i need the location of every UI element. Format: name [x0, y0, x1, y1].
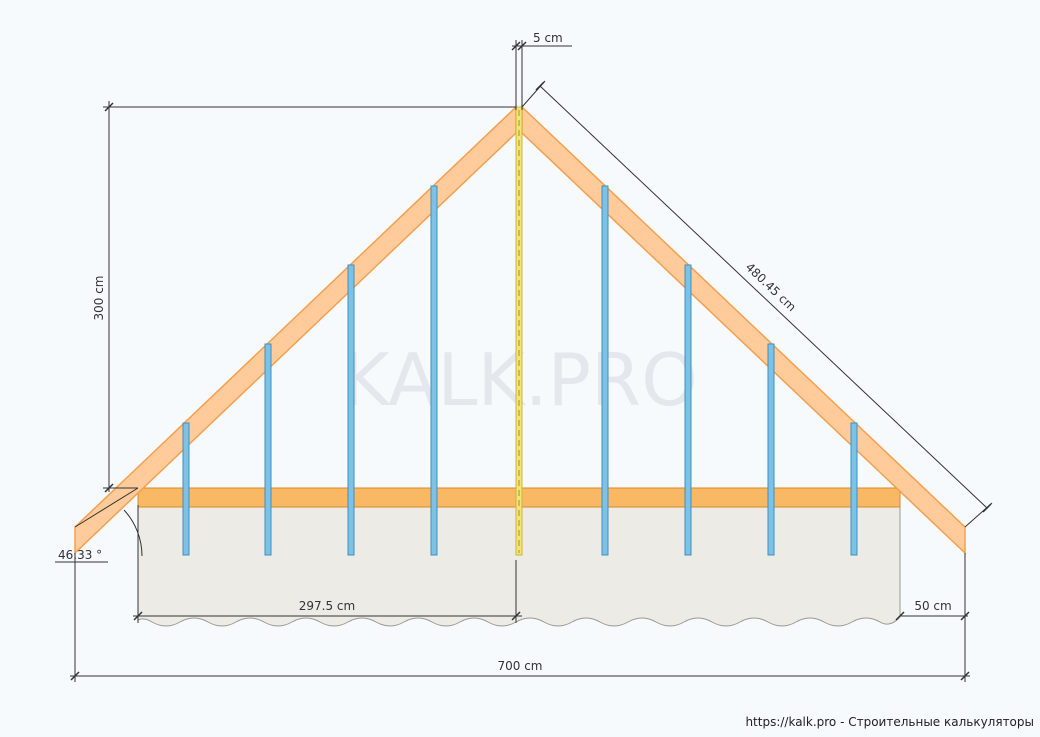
studs-right [601, 185, 858, 556]
dimension-ticks [70, 41, 992, 681]
stud [850, 422, 858, 556]
overhang-label: 50 cm [914, 599, 951, 613]
dimension-lines [55, 40, 993, 682]
footer-credit: https://kalk.pro - Строительные калькуля… [745, 715, 1034, 729]
stud [347, 264, 355, 556]
stud [182, 422, 190, 556]
right-rafter [521, 105, 966, 555]
stud [264, 343, 272, 556]
studs-left [182, 185, 438, 556]
stud [601, 185, 609, 556]
left-rafter [74, 105, 517, 555]
height-label: 300 cm [92, 275, 106, 320]
angle-label: 46.33 ° [58, 548, 102, 562]
stud [767, 343, 775, 556]
ridge-width-label: 5 cm [533, 31, 563, 45]
total-width-label: 700 cm [497, 659, 542, 673]
stud [684, 264, 692, 556]
rafter-length-label: 480.45 cm [743, 260, 799, 314]
half-span-label: 297.5 cm [299, 599, 355, 613]
stud [430, 185, 438, 556]
